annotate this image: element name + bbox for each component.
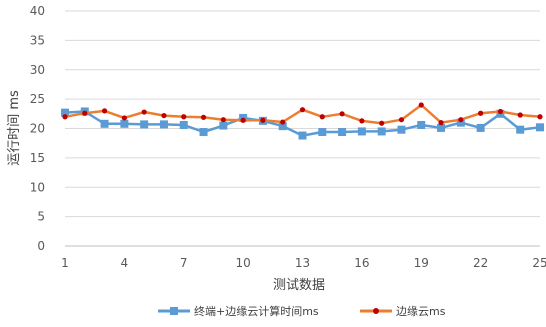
data-point [517, 112, 523, 118]
y-tick-label: 10 [30, 180, 45, 194]
data-point [417, 120, 426, 129]
data-point [101, 108, 108, 114]
data-point [100, 119, 109, 128]
y-tick-label: 15 [30, 151, 45, 165]
y-axis-title: 运行时间 ms [7, 90, 22, 166]
y-tick-label: 40 [30, 4, 45, 18]
data-point [62, 114, 68, 120]
data-point [298, 131, 307, 140]
series-group [61, 102, 544, 140]
data-point [438, 120, 444, 126]
data-point [357, 127, 366, 136]
data-point [537, 114, 543, 120]
x-tick-label: 16 [354, 256, 369, 270]
x-axis-ticks: 1 4 7 10 13 16 19 22 25 [61, 256, 546, 270]
data-point [299, 107, 306, 113]
data-point [379, 120, 385, 126]
data-point [458, 117, 464, 123]
x-tick-label: 13 [295, 256, 310, 270]
data-point [121, 115, 127, 121]
x-tick-label: 10 [235, 256, 250, 270]
data-point [437, 123, 446, 132]
data-point [497, 108, 504, 115]
gridlines [65, 10, 540, 247]
x-tick-label: 25 [532, 256, 546, 270]
data-point [319, 114, 325, 120]
data-point [397, 125, 406, 134]
data-point [240, 117, 246, 123]
data-point [220, 117, 226, 123]
x-tick-label: 1 [61, 256, 69, 270]
data-point [140, 120, 149, 129]
data-point [199, 128, 208, 137]
data-point [377, 127, 386, 136]
data-point [61, 108, 69, 117]
data-point [338, 128, 347, 137]
data-point [200, 114, 207, 120]
legend-marker-series-2 [373, 308, 379, 314]
data-point [536, 123, 544, 132]
data-point [219, 121, 228, 130]
y-tick-label: 30 [30, 63, 45, 77]
data-point [181, 114, 187, 120]
data-point [260, 117, 266, 123]
x-tick-label: 4 [121, 256, 129, 270]
y-tick-label: 5 [37, 210, 45, 224]
x-tick-label: 7 [180, 256, 188, 270]
data-point [161, 112, 167, 119]
legend-label-series-2: 边缘云ms [396, 305, 446, 318]
data-point [339, 111, 345, 117]
data-point [456, 118, 465, 127]
legend-label-series-1: 终端+边缘云计算时间ms [194, 304, 319, 318]
y-tick-label: 25 [30, 92, 45, 106]
data-point [159, 120, 168, 129]
data-point [359, 118, 365, 124]
data-point [179, 120, 188, 129]
legend-marker-series-1 [170, 307, 178, 315]
y-tick-label: 20 [30, 122, 45, 136]
y-tick-label: 0 [37, 239, 45, 253]
data-point [418, 102, 424, 108]
legend: 终端+边缘云计算时间ms 边缘云ms [158, 304, 446, 318]
y-axis-ticks: 0 5 10 15 20 25 30 35 40 [30, 4, 45, 253]
data-point [476, 123, 485, 132]
data-point [120, 119, 129, 128]
data-point [516, 125, 525, 134]
y-tick-label: 35 [30, 33, 45, 47]
data-point [280, 119, 286, 125]
data-point [82, 110, 88, 116]
data-point [398, 117, 405, 123]
data-point [478, 110, 484, 116]
x-tick-label: 22 [473, 256, 488, 270]
x-tick-label: 19 [414, 256, 429, 270]
x-axis-title: 测试数据 [273, 278, 325, 293]
data-point [278, 122, 287, 131]
data-point [318, 128, 327, 137]
series-2 [62, 102, 543, 126]
data-point [141, 109, 147, 115]
